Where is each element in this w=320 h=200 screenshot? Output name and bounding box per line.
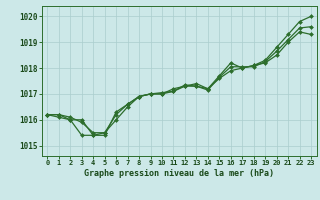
X-axis label: Graphe pression niveau de la mer (hPa): Graphe pression niveau de la mer (hPa) [84, 169, 274, 178]
